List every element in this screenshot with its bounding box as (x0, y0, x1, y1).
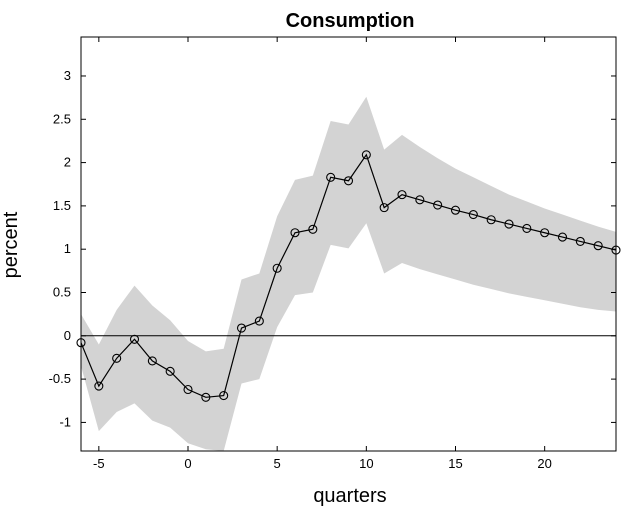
y-tick-label: 2 (64, 155, 71, 170)
y-tick-label: 0 (64, 328, 71, 343)
data-point (254, 316, 264, 326)
data-point (183, 384, 193, 395)
y-tick-label: 2.5 (53, 111, 71, 126)
data-point (129, 334, 140, 344)
y-tick-label: 3 (64, 68, 71, 83)
data-point (236, 323, 247, 333)
series-line (81, 153, 616, 398)
chart-title: Consumption (286, 10, 415, 32)
data-point (379, 203, 389, 213)
y-tick-label: -0.5 (49, 371, 71, 386)
x-tick-label: -5 (93, 456, 105, 471)
plot-frame (80, 36, 617, 452)
x-tick-label: 10 (359, 456, 373, 471)
data-point (165, 366, 175, 376)
data-point (575, 236, 585, 246)
x-tick-label: 20 (537, 456, 551, 471)
x-tick-label: 5 (274, 456, 281, 471)
y-tick-label: 1.5 (53, 198, 71, 213)
y-tick-label: 1 (64, 241, 71, 256)
data-point (593, 241, 603, 251)
y-tick-label: 0.5 (53, 285, 71, 300)
data-point (504, 219, 514, 229)
confidence-band (81, 96, 616, 451)
data-point (361, 150, 371, 160)
data-point (219, 391, 229, 401)
data-point (468, 210, 478, 220)
data-point (272, 263, 282, 273)
data-point (201, 392, 211, 402)
y-tick-label: -1 (59, 414, 71, 429)
data-point (326, 172, 336, 182)
data-point (112, 353, 122, 363)
data-point (522, 223, 532, 233)
data-point (308, 224, 318, 234)
data-point (433, 200, 443, 210)
data-point (557, 232, 568, 242)
data-point (540, 228, 550, 238)
x-tick-label: 15 (448, 456, 462, 471)
data-point (94, 381, 104, 391)
data-point (415, 195, 425, 205)
x-tick-label: 0 (184, 456, 191, 471)
data-point (147, 356, 157, 366)
y-axis-label: percent (0, 211, 22, 278)
data-point (450, 205, 461, 215)
data-point (397, 190, 407, 200)
x-axis-label: quarters (313, 485, 386, 507)
data-point (343, 176, 354, 186)
data-point (486, 215, 496, 225)
data-point (290, 228, 300, 238)
